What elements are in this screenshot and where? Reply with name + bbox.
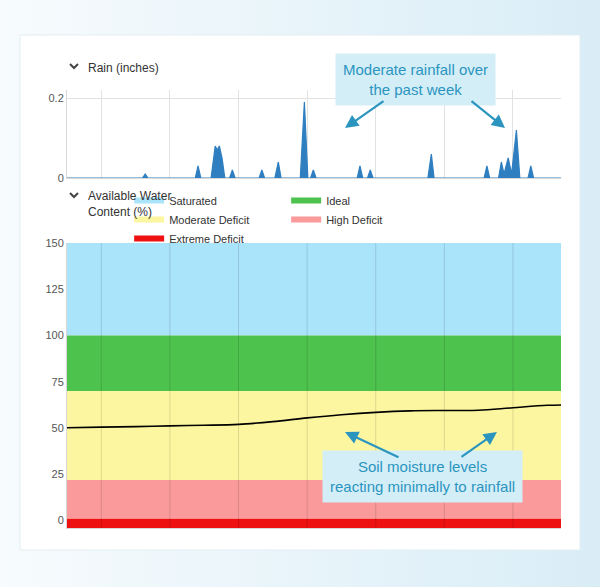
svg-text:50: 50 [52,422,64,434]
svg-text:Available WaterContent (%): Available WaterContent (%) [88,189,171,219]
svg-text:Soil moisture levelsreacting m: Soil moisture levelsreacting minimally t… [330,458,515,495]
svg-text:Moderate Deficit: Moderate Deficit [169,214,249,226]
svg-text:125: 125 [45,283,63,295]
svg-text:100: 100 [45,329,63,341]
svg-text:Extreme Deficit: Extreme Deficit [169,233,244,245]
svg-text:Rain (inches): Rain (inches) [88,61,159,75]
svg-text:High Deficit: High Deficit [326,214,382,226]
svg-text:75: 75 [52,376,64,388]
svg-text:0: 0 [58,514,64,526]
svg-text:0: 0 [58,172,64,184]
svg-text:Moderate rainfall overthe past: Moderate rainfall overthe past week [343,61,488,98]
svg-text:0.2: 0.2 [49,92,64,104]
svg-text:25: 25 [52,468,64,480]
svg-text:150: 150 [45,237,63,249]
svg-text:Saturated: Saturated [169,195,217,207]
svg-text:Ideal: Ideal [326,195,350,207]
